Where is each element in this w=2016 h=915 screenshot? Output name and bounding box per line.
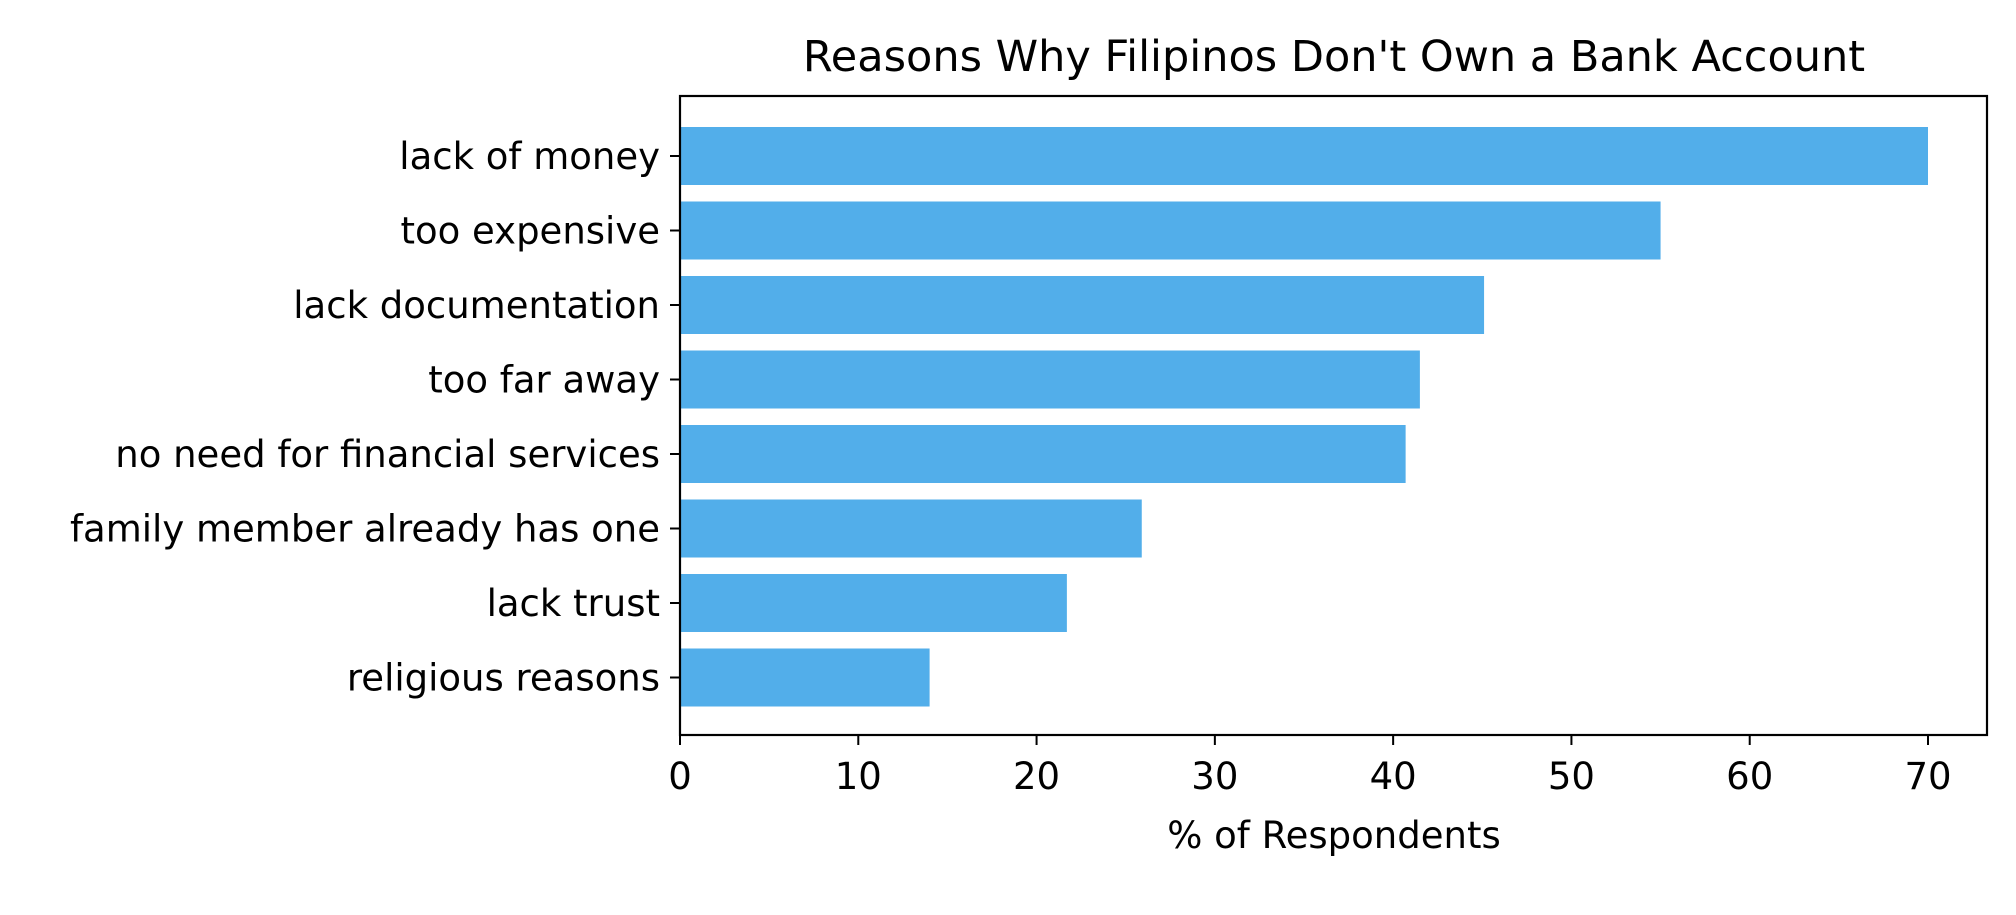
y-tick-label: religious reasons <box>347 657 660 700</box>
bars-layer <box>680 127 1928 707</box>
bar-family-member-already-has-one <box>680 499 1142 558</box>
bar-too-expensive <box>680 201 1661 260</box>
bar-lack-documentation <box>680 276 1485 334</box>
x-axis-ticks: 0 10 20 30 40 50 60 70 <box>668 735 1952 798</box>
x-tick-label: 40 <box>1370 755 1417 798</box>
x-tick-label: 50 <box>1548 755 1595 798</box>
bar-too-far-away <box>680 350 1420 409</box>
y-tick-label: lack trust <box>487 582 660 625</box>
x-axis-label: % of Respondents <box>1167 814 1501 857</box>
x-tick-label: 10 <box>835 755 882 798</box>
chart-title: Reasons Why Filipinos Don't Own a Bank A… <box>803 32 1865 82</box>
y-tick-label: lack documentation <box>293 284 660 327</box>
y-tick-label: lack of money <box>399 135 660 178</box>
bar-religious-reasons <box>680 648 930 707</box>
x-tick-label: 70 <box>1904 755 1951 798</box>
x-tick-label: 0 <box>668 755 692 798</box>
x-tick-label: 20 <box>1013 755 1060 798</box>
y-tick-label: family member already has one <box>70 508 660 551</box>
bar-lack-of-money <box>680 127 1928 185</box>
y-tick-label: too far away <box>428 359 660 402</box>
plot-frame <box>678 94 1989 737</box>
x-tick-label: 60 <box>1726 755 1773 798</box>
y-tick-label: too expensive <box>401 210 660 253</box>
y-axis-ticks: lack of money too expensive lack documenta… <box>70 135 680 700</box>
x-tick-label: 30 <box>1191 755 1238 798</box>
bar-lack-trust <box>680 574 1067 632</box>
y-tick-label: no need for financial services <box>115 433 660 476</box>
bar-no-need-for-financial-services <box>680 425 1406 483</box>
